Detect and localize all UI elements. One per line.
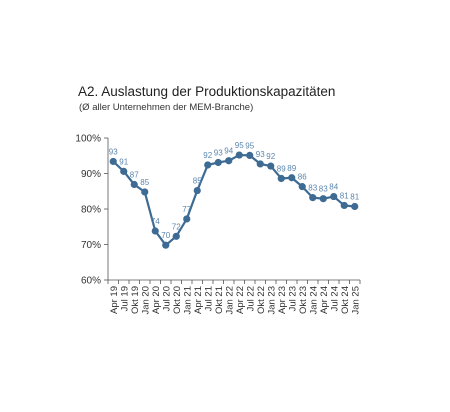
data-label: 81 — [340, 191, 349, 200]
x-tick-label: Jan 23 — [266, 286, 277, 315]
x-tick-label: Okt 19 — [130, 286, 141, 314]
data-label: 85 — [140, 178, 149, 187]
data-point — [183, 215, 191, 223]
y-tick-label: 90% — [81, 169, 101, 180]
data-point — [256, 160, 264, 168]
data-label: 93 — [214, 148, 223, 157]
x-tick-label: Jul 19 — [119, 286, 130, 311]
data-point — [351, 202, 359, 211]
data-point — [141, 188, 149, 196]
x-tick-label: Jul 24 — [329, 286, 340, 311]
data-point — [288, 174, 296, 182]
data-label: 84 — [329, 183, 338, 192]
chart-title: A2. Auslastung der Produktionskapazitäte… — [78, 84, 336, 99]
data-point — [214, 158, 222, 167]
data-label: 94 — [224, 147, 233, 156]
data-label: 83 — [319, 185, 328, 194]
data-point — [267, 162, 275, 170]
data-label: 74 — [151, 217, 160, 226]
data-point — [330, 192, 338, 201]
data-point — [130, 180, 138, 189]
series-line — [112, 153, 355, 247]
x-tick-label: Jul 22 — [245, 286, 256, 311]
data-point — [120, 167, 128, 175]
data-label: 70 — [161, 231, 170, 240]
x-tick-label: Jul 23 — [287, 286, 298, 311]
y-tick-label: 100% — [75, 134, 101, 145]
data-label: 92 — [203, 151, 212, 160]
x-tick-label: Jan 25 — [350, 286, 361, 315]
data-point — [225, 157, 233, 165]
x-tick-label: Apr 22 — [235, 286, 246, 314]
data-point — [193, 186, 201, 195]
data-label: 93 — [109, 147, 118, 156]
data-label: 83 — [308, 184, 317, 193]
data-label: 72 — [172, 222, 181, 231]
data-label: 91 — [119, 157, 128, 166]
x-tick-label: Jan 21 — [182, 286, 193, 315]
data-point — [162, 241, 170, 249]
data-label: 86 — [298, 173, 307, 182]
data-point — [172, 232, 180, 240]
data-point — [204, 161, 212, 169]
data-label: 89 — [277, 164, 286, 173]
x-tick-label: Apr 23 — [277, 286, 288, 314]
y-tick-label: 80% — [81, 205, 101, 216]
data-label: 93 — [256, 150, 265, 159]
chart-subtitle: (Ø aller Unternehmen der MEM-Branche) — [79, 102, 254, 113]
data-point — [298, 183, 306, 191]
data-point — [340, 201, 348, 210]
data-point — [246, 151, 254, 159]
data-point — [235, 151, 243, 159]
x-tick-label: Apr 24 — [319, 286, 330, 314]
data-label: 81 — [350, 193, 359, 202]
x-tick-label: Jan 22 — [224, 286, 235, 315]
data-label: 95 — [235, 141, 244, 150]
data-point — [151, 227, 159, 235]
x-tick-label: Okt 21 — [214, 286, 225, 314]
x-tick-label: Jul 20 — [161, 286, 172, 311]
data-label: 87 — [130, 171, 139, 180]
data-point — [319, 195, 327, 203]
x-tick-label: Jan 20 — [140, 286, 151, 315]
data-point — [109, 157, 117, 166]
x-tick-label: Apr 19 — [109, 286, 120, 314]
x-tick-label: Okt 22 — [256, 286, 267, 314]
x-tick-label: Jul 21 — [203, 286, 214, 311]
data-point — [277, 174, 285, 183]
y-tick-label: 70% — [81, 240, 101, 251]
data-label: 77 — [182, 205, 191, 214]
data-label: 95 — [245, 141, 254, 150]
data-point — [309, 194, 317, 202]
y-tick-label: 60% — [81, 276, 101, 287]
data-label: 92 — [266, 152, 275, 161]
x-tick-label: Apr 20 — [151, 286, 162, 314]
x-tick-label: Okt 24 — [340, 286, 351, 314]
x-tick-label: Apr 21 — [193, 286, 204, 314]
x-tick-label: Jan 24 — [308, 286, 319, 315]
data-label: 89 — [287, 164, 296, 173]
data-label: 85 — [193, 177, 202, 186]
x-tick-label: Okt 20 — [172, 286, 183, 314]
x-tick-label: Okt 23 — [298, 286, 309, 314]
